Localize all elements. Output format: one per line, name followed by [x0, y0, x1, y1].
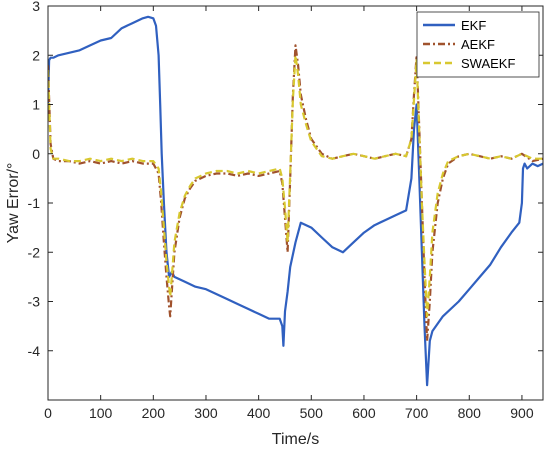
y-tick-label: 3 [32, 0, 40, 14]
axis-ticks: 0 100 200 300 400 500 600 700 800 900 -4 -3 -2 -1 0 1 2 3 [28, 0, 543, 421]
series-line-swaekf [48, 54, 543, 318]
x-tick-label: 300 [194, 405, 218, 421]
x-tick-label: 100 [89, 405, 113, 421]
legend-label: AEKF [461, 37, 495, 52]
x-axis-label: Time/s [272, 431, 319, 448]
plot-lines [48, 15, 543, 387]
series-line-aekf [48, 44, 543, 342]
y-axis-label: Yaw Error/° [5, 163, 22, 244]
x-tick-label: 200 [142, 405, 166, 421]
series-line-ekf [48, 15, 543, 387]
y-tick-label: -2 [28, 244, 41, 260]
legend-label: EKF [461, 18, 486, 33]
y-tick-label: -1 [28, 195, 41, 211]
x-tick-label: 600 [352, 405, 376, 421]
legend-label: SWAEKF [461, 56, 515, 71]
x-tick-label: 0 [44, 405, 52, 421]
x-tick-label: 500 [300, 405, 324, 421]
legend: EKF AEKF SWAEKF [416, 11, 540, 78]
legend-box [416, 11, 540, 78]
y-tick-label: 1 [32, 97, 40, 113]
x-tick-label: 700 [405, 405, 429, 421]
x-tick-label: 400 [247, 405, 271, 421]
y-tick-label: 2 [32, 47, 40, 63]
y-tick-label: 0 [32, 146, 40, 162]
x-tick-label: 900 [510, 405, 534, 421]
y-tick-label: -3 [28, 294, 41, 310]
y-tick-label: -4 [28, 343, 41, 359]
x-tick-label: 800 [458, 405, 482, 421]
